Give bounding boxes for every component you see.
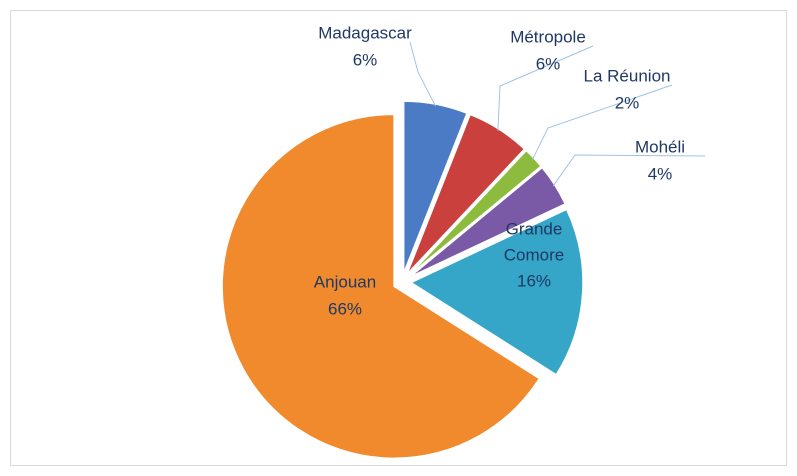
pie-slice [409, 208, 584, 376]
leader-line [552, 154, 706, 187]
slice-label: Anjouan [314, 272, 376, 291]
slice-label: Madagascar [318, 23, 412, 42]
leader-line [409, 41, 436, 107]
value-label: 6% [353, 50, 378, 69]
value-label: 6% [536, 54, 561, 73]
value-label: 4% [648, 164, 673, 183]
value-label: 66% [328, 299, 362, 318]
slice-label: Métropole [510, 27, 586, 46]
leader-line [532, 84, 673, 160]
slice-label: Mohéli [635, 137, 685, 156]
pie-slice [221, 113, 541, 460]
value-label: 2% [615, 93, 640, 112]
pie-slice [409, 166, 567, 278]
pie-slice [402, 100, 468, 274]
slice-label: La Réunion [584, 66, 671, 85]
value-label: 16% [517, 271, 551, 290]
slice-label: Comore [504, 245, 564, 264]
pie-slice [408, 149, 543, 277]
pie-slice [406, 113, 526, 275]
leader-line [497, 45, 594, 131]
slice-label: Grande [506, 219, 563, 238]
